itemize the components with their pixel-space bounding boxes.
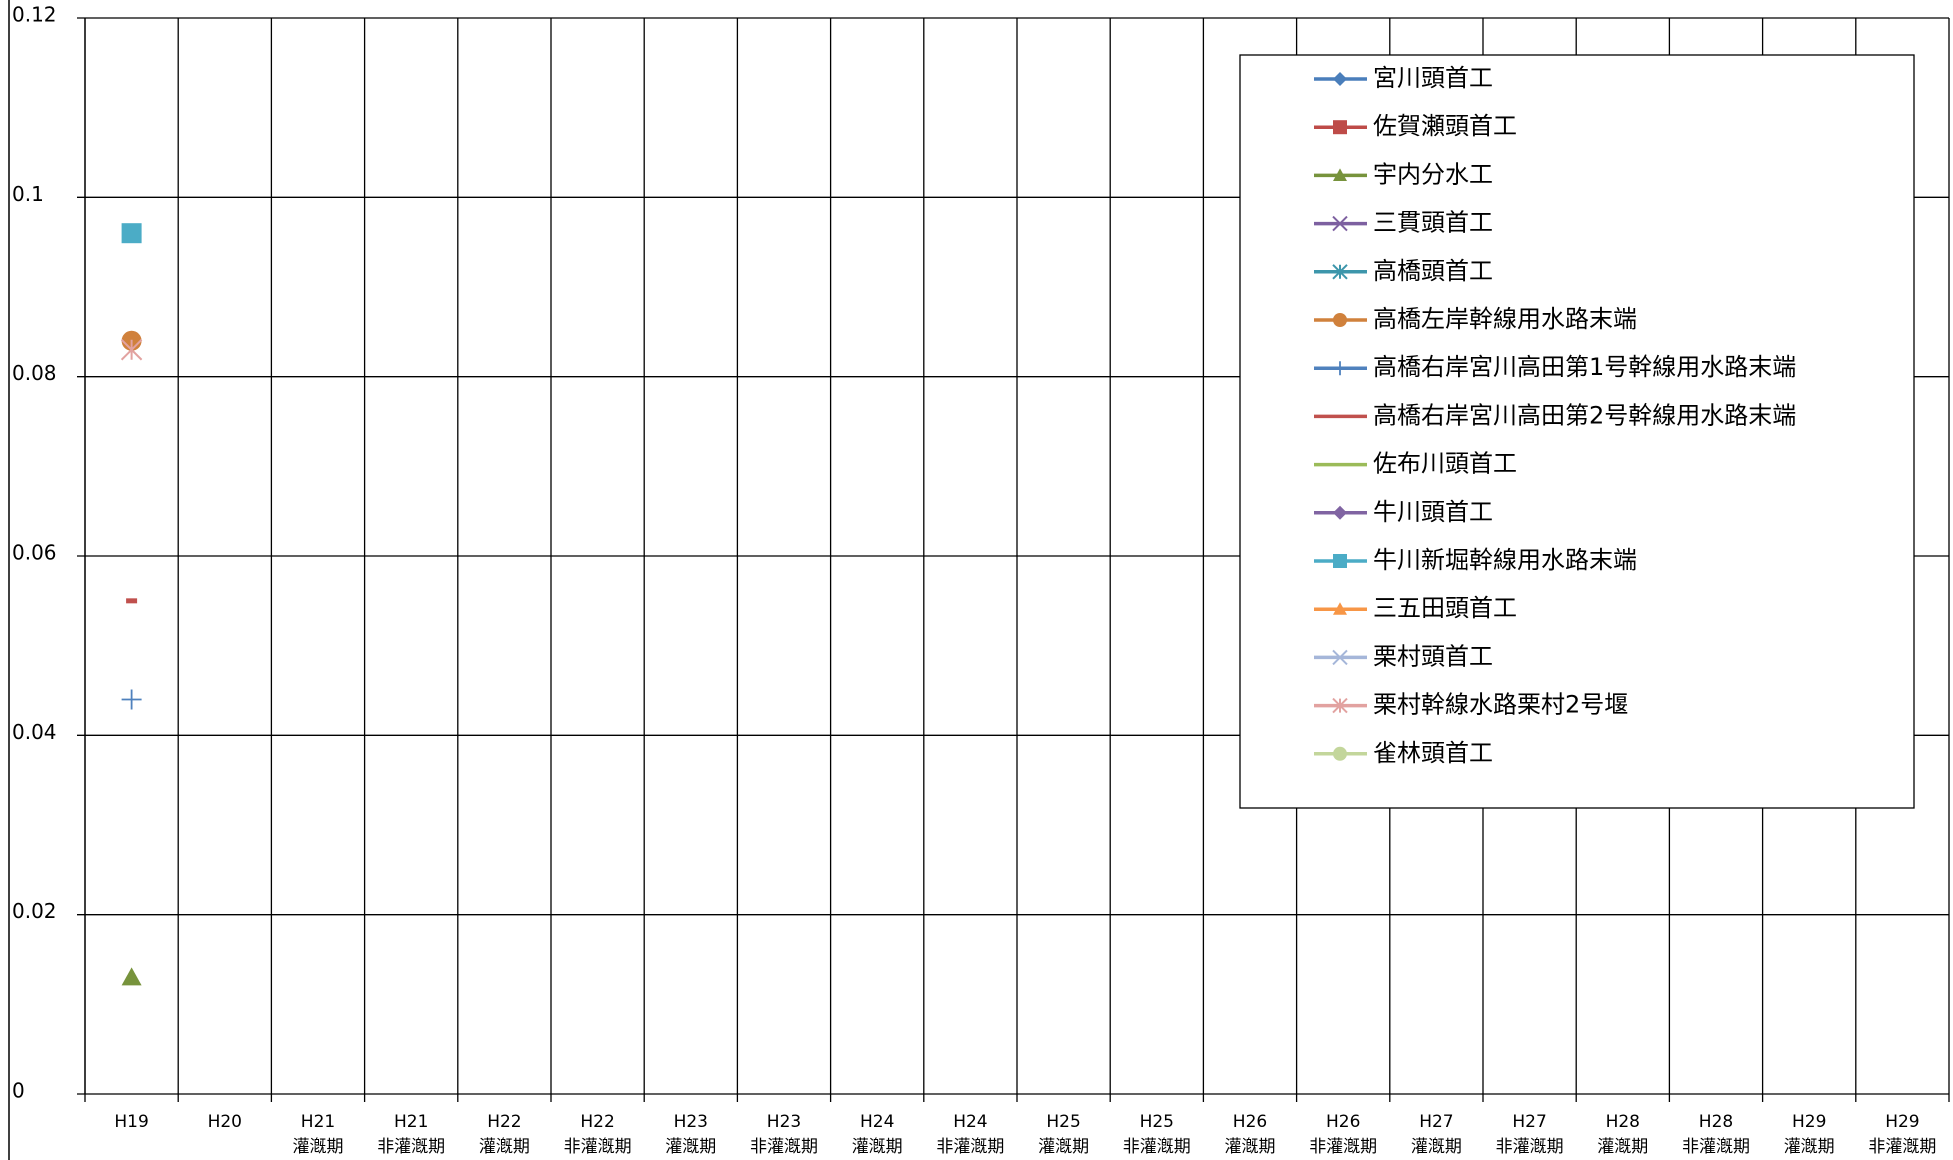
x-tick-label: H20 — [208, 1112, 242, 1132]
legend-label: 三五田頭首工 — [1373, 594, 1517, 622]
marker — [1332, 264, 1348, 280]
x-tick-label: H25 非灌漑期 — [1123, 1112, 1191, 1157]
x-tick-label: H23 灌漑期 — [665, 1112, 716, 1157]
marker — [1333, 554, 1347, 568]
x-tick-label: H29 非灌漑期 — [1868, 1112, 1936, 1157]
x-tick-label: H24 非灌漑期 — [936, 1112, 1004, 1157]
legend-label: 三貫頭首工 — [1373, 209, 1493, 237]
legend-label: 宮川頭首工 — [1373, 64, 1493, 92]
marker — [121, 689, 142, 710]
x-tick-label: H29 灌漑期 — [1784, 1112, 1835, 1157]
legend-label: 佐布川頭首工 — [1373, 450, 1517, 478]
x-tick-label: H25 灌漑期 — [1038, 1112, 1089, 1157]
legend-label: 高橋頭首工 — [1373, 257, 1493, 285]
marker — [1333, 120, 1347, 135]
y-tick-label: 0.04 — [12, 720, 57, 744]
x-tick-label: H22 灌漑期 — [479, 1112, 530, 1157]
marker — [1333, 746, 1347, 761]
x-tick-label: H21 灌漑期 — [293, 1112, 344, 1157]
y-tick-label: 0.02 — [12, 899, 57, 923]
legend-label: 高橋右岸宮川高田第2号幹線用水路末端 — [1373, 401, 1796, 429]
x-tick-label: H27 非灌漑期 — [1496, 1112, 1564, 1157]
legend-label: 栗村頭首工 — [1373, 642, 1493, 670]
marker — [121, 223, 142, 244]
marker — [1333, 313, 1347, 327]
x-tick-label: H19 — [114, 1112, 148, 1132]
marker — [1333, 168, 1347, 181]
marker — [1332, 649, 1348, 666]
x-tick-label: H22 非灌漑期 — [564, 1112, 632, 1157]
legend-box — [1239, 54, 1915, 809]
marker — [120, 339, 143, 361]
x-tick-label: H28 灌漑期 — [1597, 1112, 1648, 1157]
marker — [1332, 697, 1348, 714]
x-tick-label: H23 非灌漑期 — [750, 1112, 818, 1157]
marker — [1333, 361, 1347, 376]
marker — [1333, 602, 1347, 615]
marker — [1333, 505, 1347, 520]
x-tick-label: H24 灌漑期 — [852, 1112, 903, 1157]
legend-label: 栗村幹線水路栗村2号堰 — [1373, 691, 1628, 719]
legend-label: 佐賀瀬頭首工 — [1373, 112, 1517, 140]
legend-label: 牛川新堀幹線用水路末端 — [1373, 546, 1637, 574]
legend-label: 宇内分水工 — [1373, 160, 1493, 188]
y-tick-label: 0 — [12, 1079, 25, 1103]
x-tick-label: H21 非灌漑期 — [377, 1112, 445, 1157]
marker — [1333, 72, 1347, 86]
y-tick-label: 0.08 — [12, 361, 57, 385]
legend: 宮川頭首工佐賀瀬頭首工宇内分水工三貫頭首工高橋頭首工高橋左岸幹線用水路末端高橋右… — [1239, 54, 1915, 809]
x-tick-label: H26 灌漑期 — [1225, 1112, 1276, 1157]
legend-label: 雀林頭首工 — [1373, 739, 1493, 767]
marker — [1332, 215, 1348, 232]
marker — [126, 598, 138, 604]
legend-label: 高橋左岸幹線用水路末端 — [1373, 305, 1637, 333]
legend-label: 牛川頭首工 — [1373, 498, 1493, 526]
legend-label: 高橋右岸宮川高田第1号幹線用水路末端 — [1373, 353, 1796, 381]
x-tick-label: H26 非灌漑期 — [1309, 1112, 1377, 1157]
x-tick-label: H28 非灌漑期 — [1682, 1112, 1750, 1157]
marker — [121, 967, 142, 986]
y-tick-label: 0.12 — [12, 3, 57, 27]
x-tick-label: H27 灌漑期 — [1411, 1112, 1462, 1157]
y-tick-label: 0.1 — [12, 182, 44, 206]
y-tick-label: 0.06 — [12, 541, 57, 565]
